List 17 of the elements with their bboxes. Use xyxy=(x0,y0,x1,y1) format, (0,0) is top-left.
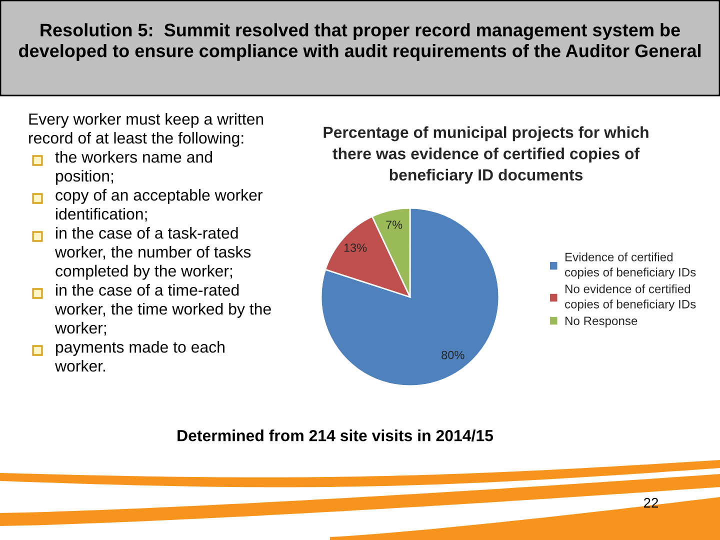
legend-label: No evidence of certified copies of beneficiary IDs xyxy=(565,284,696,311)
data-label: 80% xyxy=(442,350,464,360)
text: Every worker must keep a written record of at least the following: xyxy=(29,113,264,147)
text: copy of an acceptable worker identification; xyxy=(56,189,262,222)
legend-label: Evidence of certified copies of beneficiary IDs xyxy=(565,252,696,279)
text: Determined from 214 site visits in 2014/15 xyxy=(178,430,494,442)
text: the workers name and position; xyxy=(55,151,212,185)
chart-title: Percentage of municipal projects for which there was evidence of certified copies of beneficiary ID documents xyxy=(324,126,648,184)
data-label: 7% xyxy=(386,220,402,229)
text: 22 xyxy=(644,498,658,508)
text: in the case of a time-rated worker, the time worked by the worker; xyxy=(54,284,271,336)
legend-label: No Response xyxy=(565,316,638,328)
text: in the case of a task-rated worker, the number of tasks completed by the worker; xyxy=(54,227,251,280)
pie-slice xyxy=(320,207,500,387)
text: payments made to each worker. xyxy=(54,341,224,372)
text: Resolution 5: Summit resolved that proper record management system be developed to ensure compliance with audit requirements of the Auditor General xyxy=(18,23,701,61)
data-label: 13% xyxy=(344,244,367,252)
